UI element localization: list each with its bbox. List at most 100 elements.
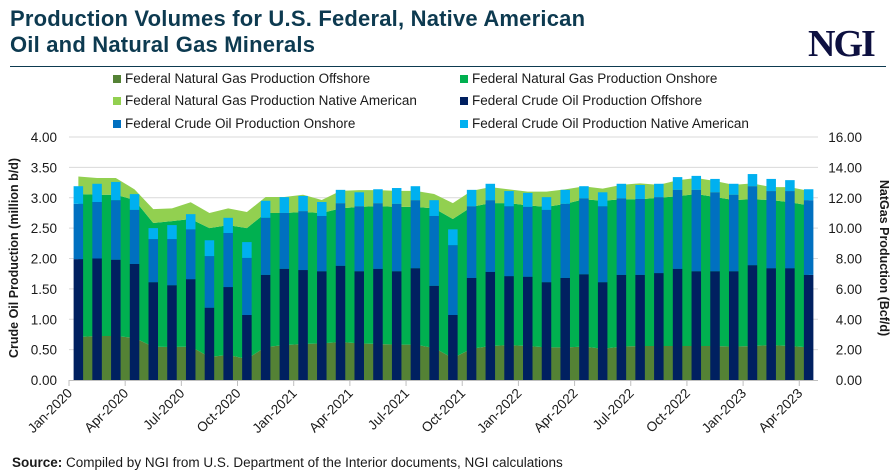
bar-federal-crude-oil-production-offshore — [504, 276, 514, 380]
bar-federal-crude-oil-production-onshore — [635, 198, 645, 275]
x-tick-label: Oct-2020 — [194, 386, 244, 436]
legend-swatch — [113, 74, 121, 83]
bar-federal-crude-oil-production-native-american — [92, 183, 102, 203]
legend-swatch — [460, 119, 468, 128]
bar-federal-crude-oil-production-offshore — [747, 265, 758, 380]
bar-federal-crude-oil-production-onshore — [803, 200, 814, 275]
bar-federal-crude-oil-production-native-american — [710, 178, 720, 193]
left-tick-label: 1.50 — [31, 282, 57, 297]
bar-federal-crude-oil-production-onshore — [429, 215, 439, 286]
bar-federal-crude-oil-production-onshore — [541, 209, 552, 283]
bar-federal-crude-oil-production-native-american — [111, 181, 121, 201]
legend-swatch — [460, 74, 468, 83]
bar-federal-crude-oil-production-offshore — [298, 270, 308, 380]
legend-label: Federal Natural Gas Production Native Am… — [125, 93, 417, 108]
bar-federal-crude-oil-production-onshore — [167, 239, 177, 286]
right-tick-label: 2.00 — [836, 343, 862, 358]
bar-federal-crude-oil-production-offshore — [373, 268, 383, 380]
right-axis-title: NatGas Production (Bcf/d) — [877, 179, 891, 337]
x-tick-label: Jul-2020 — [140, 386, 187, 433]
bar-federal-crude-oil-production-onshore — [410, 200, 421, 269]
bar-federal-crude-oil-production-native-american — [541, 197, 552, 210]
bar-federal-crude-oil-production-onshore — [504, 206, 514, 277]
bar-federal-crude-oil-production-offshore — [223, 287, 233, 380]
bar-federal-crude-oil-production-native-american — [298, 195, 308, 212]
right-tick-label: 4.00 — [836, 312, 862, 327]
bar-federal-crude-oil-production-offshore — [354, 271, 364, 380]
bar-federal-crude-oil-production-offshore — [73, 259, 84, 380]
bar-federal-crude-oil-production-offshore — [597, 282, 608, 380]
bar-federal-crude-oil-production-onshore — [728, 194, 739, 272]
bar-federal-crude-oil-production-offshore — [260, 274, 271, 380]
bar-federal-crude-oil-production-onshore — [73, 203, 84, 260]
left-tick-label: 2.50 — [31, 221, 57, 236]
source-note: Source: Compiled by NGI from U.S. Depart… — [12, 455, 563, 470]
bar-federal-crude-oil-production-offshore — [204, 307, 215, 380]
left-tick-label: 0.00 — [31, 373, 57, 388]
x-tick-label: Oct-2021 — [418, 386, 468, 436]
bar-federal-crude-oil-production-native-american — [803, 189, 814, 201]
bar-federal-crude-oil-production-onshore — [204, 256, 215, 308]
bar-federal-crude-oil-production-native-american — [448, 229, 458, 246]
bar-federal-crude-oil-production-onshore — [579, 198, 589, 275]
left-tick-label: 1.00 — [31, 312, 57, 327]
legend-item-oil-native: Federal Crude Oil Production Native Amer… — [460, 116, 749, 131]
bar-federal-crude-oil-production-native-american — [354, 192, 364, 207]
bar-federal-crude-oil-production-offshore — [728, 271, 739, 380]
bar-federal-crude-oil-production-offshore — [92, 258, 102, 380]
bar-federal-crude-oil-production-onshore — [279, 212, 290, 269]
legend-label: Federal Crude Oil Production Native Amer… — [472, 116, 749, 131]
legend-item-oil-onshore: Federal Crude Oil Production Onshore — [113, 116, 355, 131]
bar-federal-crude-oil-production-native-american — [429, 200, 439, 216]
bar-federal-crude-oil-production-onshore — [391, 203, 402, 272]
x-tick-label: Apr-2022 — [531, 386, 581, 436]
header-divider — [10, 66, 886, 67]
bar-federal-crude-oil-production-offshore — [710, 271, 720, 380]
bar-federal-crude-oil-production-onshore — [242, 257, 252, 315]
bar-federal-crude-oil-production-offshore — [410, 268, 421, 380]
legend-item-gas-native: Federal Natural Gas Production Native Am… — [113, 93, 417, 108]
bar-federal-crude-oil-production-native-american — [654, 183, 664, 198]
bar-federal-crude-oil-production-offshore — [317, 271, 327, 380]
bar-federal-crude-oil-production-native-american — [148, 228, 159, 240]
bar-federal-crude-oil-production-onshore — [185, 229, 196, 280]
bar-federal-crude-oil-production-offshore — [167, 285, 177, 380]
bar-federal-crude-oil-production-onshore — [766, 191, 776, 269]
bar-federal-crude-oil-production-native-american — [279, 197, 290, 213]
x-tick-label: Apr-2021 — [306, 386, 356, 436]
bar-federal-crude-oil-production-native-american — [672, 177, 683, 190]
bar-federal-crude-oil-production-native-american — [129, 194, 140, 210]
bar-federal-crude-oil-production-onshore — [335, 203, 346, 266]
legend-label: Federal Crude Oil Production Offshore — [472, 93, 703, 108]
bar-federal-crude-oil-production-native-american — [204, 240, 215, 257]
bar-federal-crude-oil-production-onshore — [129, 209, 140, 264]
bar-federal-crude-oil-production-onshore — [654, 197, 664, 274]
bar-federal-crude-oil-production-onshore — [523, 206, 533, 277]
bar-federal-crude-oil-production-native-american — [635, 184, 645, 199]
bar-federal-crude-oil-production-offshore — [635, 274, 645, 380]
bar-federal-crude-oil-production-native-american — [242, 242, 252, 258]
bar-federal-crude-oil-production-native-american — [391, 188, 402, 204]
bar-federal-crude-oil-production-onshore — [223, 232, 233, 288]
title-line-1: Production Volumes for U.S. Federal, Nat… — [10, 6, 586, 31]
bar-federal-crude-oil-production-offshore — [129, 263, 140, 380]
bar-federal-crude-oil-production-native-american — [167, 225, 177, 240]
right-tick-label: 6.00 — [836, 282, 862, 297]
bar-federal-crude-oil-production-native-american — [73, 186, 84, 204]
bar-federal-crude-oil-production-offshore — [785, 268, 795, 380]
bar-federal-crude-oil-production-native-american — [373, 189, 383, 204]
x-tick-label: Oct-2022 — [643, 386, 693, 436]
x-tick-label: Jan-2023 — [699, 386, 749, 436]
bar-federal-crude-oil-production-offshore — [242, 314, 252, 380]
bar-federal-crude-oil-production-native-american — [523, 192, 533, 207]
bar-federal-crude-oil-production-native-american — [691, 175, 702, 190]
bar-federal-crude-oil-production-onshore — [672, 189, 683, 269]
bar-federal-crude-oil-production-offshore — [766, 268, 776, 380]
right-tick-label: 8.00 — [836, 252, 862, 267]
title-line-2: Oil and Natural Gas Minerals — [10, 32, 316, 57]
bar-federal-crude-oil-production-native-american — [466, 189, 477, 207]
bar-federal-crude-oil-production-onshore — [354, 206, 364, 272]
bar-federal-crude-oil-production-native-american — [317, 202, 327, 216]
legend-swatch — [113, 119, 121, 128]
